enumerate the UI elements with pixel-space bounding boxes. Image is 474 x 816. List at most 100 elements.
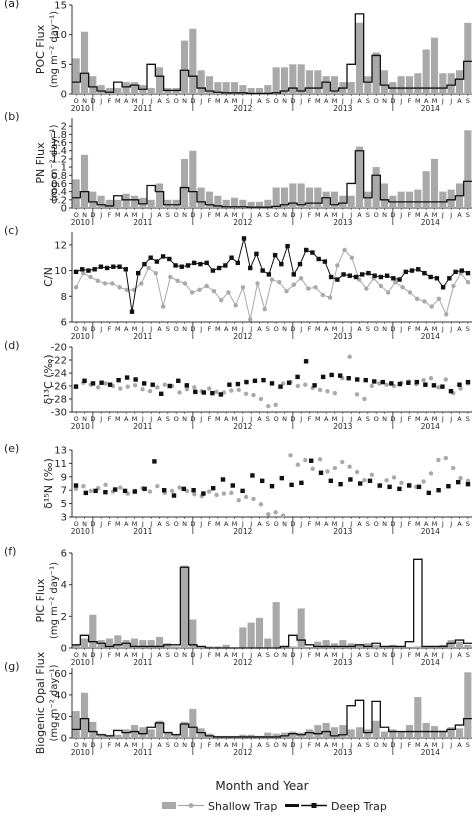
point-deep xyxy=(73,384,79,389)
x-tick-label: J xyxy=(241,741,244,749)
bar-shallow xyxy=(430,646,439,648)
x-tick-label: M xyxy=(432,415,438,423)
point-deep xyxy=(329,372,334,378)
x-tick-label: J xyxy=(241,211,244,219)
point-deep xyxy=(309,458,314,463)
x-tick-label: N xyxy=(282,741,287,749)
bar-shallow xyxy=(430,158,439,208)
x-tick-label: M xyxy=(315,415,321,423)
point-shallow xyxy=(266,512,271,517)
point-shallow xyxy=(298,276,304,281)
x-tick-label: A xyxy=(124,741,129,749)
x-tick-label: A xyxy=(457,520,462,528)
bar-shallow xyxy=(239,199,247,208)
point-deep xyxy=(73,269,79,275)
x-tick-label: N xyxy=(82,97,87,105)
point-shallow xyxy=(310,466,315,471)
bar-shallow xyxy=(114,635,122,648)
x-tick-label: N xyxy=(382,651,387,659)
point-deep xyxy=(191,488,196,493)
x-tick-label: A xyxy=(124,651,129,659)
bar-shallow xyxy=(447,640,455,648)
bar-shallow xyxy=(222,644,230,648)
point-deep xyxy=(162,488,167,493)
x-tick-label: M xyxy=(232,651,238,659)
bar-shallow xyxy=(264,199,272,208)
point-shallow xyxy=(306,286,311,291)
point-deep xyxy=(250,473,255,478)
y-tick-label: 0.4 xyxy=(51,187,67,198)
year-label: 2014 xyxy=(421,422,440,431)
point-deep xyxy=(335,277,340,282)
point-shallow xyxy=(384,382,389,387)
bar-shallow xyxy=(255,201,264,208)
x-tick-label: J xyxy=(399,97,402,105)
x-tick-label: A xyxy=(124,325,129,333)
bar-shallow xyxy=(122,640,130,648)
x-tick-label: F xyxy=(408,325,412,333)
point-shallow xyxy=(226,290,231,295)
x-tick-label: J xyxy=(249,211,252,219)
point-deep xyxy=(448,389,454,394)
x-tick-label: F xyxy=(108,97,112,105)
bar-shallow xyxy=(297,183,305,208)
point-deep xyxy=(152,459,157,464)
bar-shallow xyxy=(455,728,464,738)
bar-shallow xyxy=(205,646,214,648)
bar-shallow xyxy=(447,189,455,208)
point-shallow xyxy=(206,386,212,391)
point-shallow xyxy=(349,255,355,260)
x-tick-label: J xyxy=(99,211,102,219)
bar-shallow xyxy=(422,49,430,94)
point-shallow xyxy=(147,389,153,394)
x-tick-label: M xyxy=(115,97,121,105)
point-shallow xyxy=(347,464,352,469)
bar-shallow xyxy=(347,195,355,208)
year-label: 2014 xyxy=(421,658,440,667)
x-tick-label: S xyxy=(466,415,470,423)
point-deep xyxy=(453,269,458,275)
x-tick-label: A xyxy=(224,520,229,528)
x-tick-label: J xyxy=(449,325,452,333)
point-deep xyxy=(124,375,130,380)
year-label: 2013 xyxy=(333,218,352,227)
x-tick-label: J xyxy=(141,325,144,333)
bar-shallow xyxy=(147,640,155,648)
x-tick-label: N xyxy=(382,211,387,219)
bar-shallow xyxy=(297,64,305,94)
point-shallow xyxy=(288,453,293,458)
x-tick-label: F xyxy=(208,97,212,105)
bar-shallow xyxy=(214,646,222,648)
x-tick-label: A xyxy=(257,651,262,659)
x-tick-label: O xyxy=(74,520,79,528)
x-tick-label: J xyxy=(441,651,444,659)
point-shallow xyxy=(182,281,188,286)
x-tick-label: J xyxy=(149,741,152,749)
point-deep xyxy=(99,380,104,385)
point-deep xyxy=(204,260,209,266)
year-label: 2010 xyxy=(71,658,90,667)
bar-shallow xyxy=(122,729,130,738)
point-deep xyxy=(154,259,160,264)
bottom-axis: Month and Year xyxy=(215,779,308,793)
x-tick-label: A xyxy=(157,651,162,659)
x-tick-label: O xyxy=(74,415,79,423)
bar-shallow xyxy=(89,721,97,738)
bar-shallow xyxy=(322,76,330,94)
x-tick-label: M xyxy=(115,415,121,423)
x-tick-label: M xyxy=(315,325,321,333)
point-deep xyxy=(179,264,184,269)
point-deep xyxy=(116,377,121,383)
bar-shallow xyxy=(272,733,280,738)
x-tick-label: O xyxy=(374,325,379,333)
point-shallow xyxy=(118,386,123,391)
point-deep xyxy=(363,377,368,383)
bar-shallow xyxy=(189,150,197,208)
x-tick-label: J xyxy=(441,97,444,105)
point-shallow xyxy=(175,278,180,284)
point-shallow xyxy=(118,485,123,490)
bar-shallow xyxy=(397,191,405,208)
point-deep xyxy=(447,276,452,281)
bar-shallow xyxy=(147,199,155,208)
x-tick-label: A xyxy=(324,325,329,333)
